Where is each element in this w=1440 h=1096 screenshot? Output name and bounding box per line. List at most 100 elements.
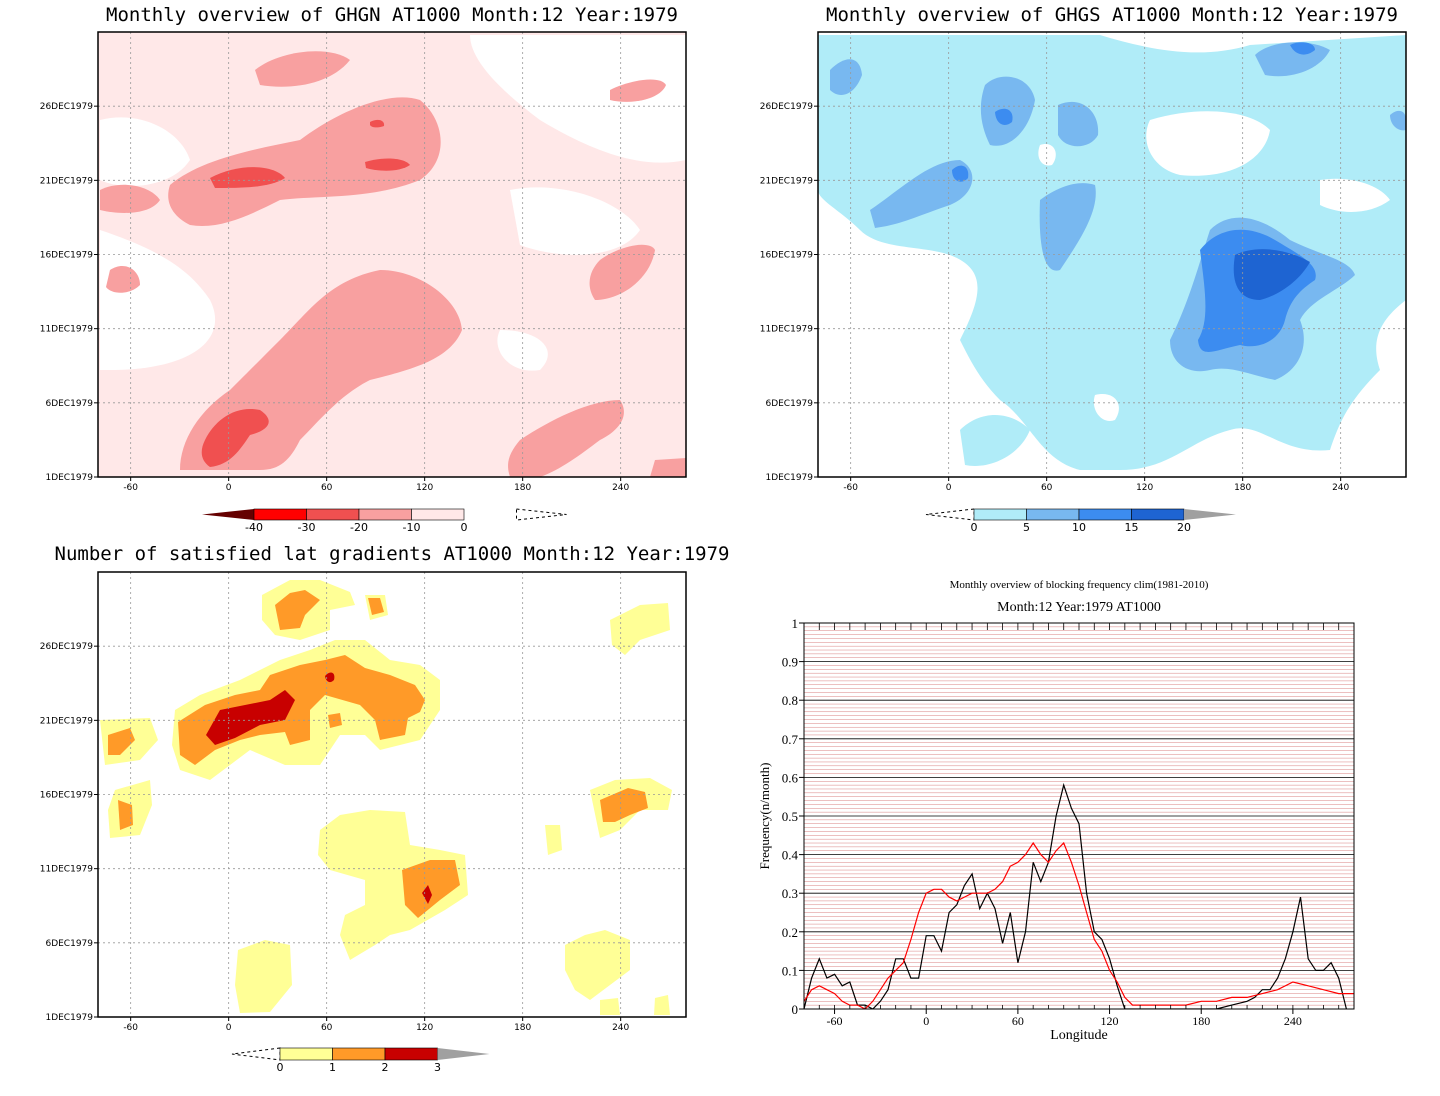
- gradients-grid: [98, 572, 686, 1017]
- ghgs-x-axis: -60 0 60 120 180 240: [843, 477, 1350, 493]
- ghgs-ytick-label: 1DEC1979: [765, 473, 813, 483]
- frequency-ytick-label: 0: [792, 1002, 799, 1017]
- frequency-ytick-label: 0.8: [782, 693, 798, 708]
- gradients-colorbar-label: 1: [329, 1061, 336, 1074]
- ghgn-xtick-label: 240: [612, 483, 629, 493]
- ghgs-colorbar-label: 15: [1125, 521, 1139, 534]
- gradients-ytick-label: 11DEC1979: [40, 865, 94, 875]
- ghgn-xtick-label: 180: [514, 483, 531, 493]
- ghgs-xtick-label: 60: [1041, 483, 1053, 493]
- frequency-ytick-label: 0.9: [782, 655, 798, 670]
- gradients-xtick-label: 240: [612, 1023, 629, 1033]
- ghgn-ytick-label: 21DEC1979: [40, 176, 94, 186]
- frequency-xtick-label: 120: [1101, 1014, 1119, 1028]
- ghgn-xtick-label: -60: [123, 483, 138, 493]
- frequency-subtitle: Month:12 Year:1979 AT1000: [997, 600, 1161, 615]
- ghgn-ytick-label: 1DEC1979: [45, 473, 93, 483]
- ghgn-y-axis: 1DEC1979 6DEC1979 11DEC1979 16DEC1979 21DEC1…: [40, 102, 98, 483]
- ghgn-colorbar-box: [411, 508, 465, 521]
- ghgn-colorbar-box: [306, 508, 360, 521]
- gradients-colorbar-box: [384, 1047, 438, 1061]
- ghgs-y-axis: 1DEC1979 6DEC1979 11DEC1979 16DEC1979 21DEC1…: [760, 102, 818, 483]
- frequency-xtick-label: -60: [827, 1014, 843, 1028]
- ghgn-colorbar-label: -40: [245, 521, 263, 534]
- ghgs-xtick-label: 240: [1332, 483, 1349, 493]
- frequency-xtick-label: 240: [1284, 1014, 1302, 1028]
- ghgn-ytick-label: 16DEC1979: [40, 251, 94, 261]
- gradients-colorbar: 0 1 2 3: [231, 1047, 490, 1074]
- ghgs-colorbar: 0 5 10 15 20: [925, 508, 1236, 534]
- frequency-series: [804, 782, 1354, 1009]
- ghgs-colorbar-box: [1078, 508, 1132, 521]
- ghgs-colorbar-label: 5: [1023, 521, 1030, 534]
- frequency-ytick-label: 0.6: [782, 770, 799, 785]
- gradients-colorbar-label: 3: [434, 1061, 441, 1074]
- gradients-colorbar-box: [279, 1047, 333, 1061]
- ghgn-panel: Monthly overview of GHGN AT1000 Month:12…: [40, 4, 687, 534]
- ghgs-colorbar-box: [1026, 508, 1080, 521]
- gradients-ytick-label: 1DEC1979: [45, 1013, 93, 1023]
- ghgn-xtick-label: 60: [321, 483, 333, 493]
- gradients-ytick-label: 26DEC1979: [40, 642, 94, 652]
- ghgs-ytick-label: 21DEC1979: [760, 176, 814, 186]
- frequency-x-axis: -60 0 60 120 180 240: [827, 1009, 1302, 1028]
- ghgs-colorbar-label: 10: [1072, 521, 1086, 534]
- gradients-ytick-label: 6DEC1979: [45, 939, 93, 949]
- ghgn-colorbar: -40 -30 -20 -10 0: [202, 508, 567, 534]
- frequency-series-red-line: [804, 841, 1354, 1009]
- ghgn-colorbar-label: -10: [403, 521, 421, 534]
- frequency-ytick-label: 0.5: [782, 809, 798, 824]
- frequency-ytick-label: 0.4: [782, 848, 799, 863]
- ghgs-ytick-label: 26DEC1979: [760, 102, 814, 112]
- ghgs-xtick-label: 180: [1234, 483, 1251, 493]
- ghgs-colorbar-box: [973, 508, 1027, 521]
- ghgn-colorbar-label: -20: [350, 521, 368, 534]
- gradients-ytick-label: 16DEC1979: [40, 791, 94, 801]
- gradients-colorbar-label: 2: [382, 1061, 389, 1074]
- ghgs-colorbar-right-arrow: [1184, 509, 1236, 520]
- ghgs-xtick-label: 0: [946, 483, 952, 493]
- gradients-xtick-label: -60: [123, 1023, 138, 1033]
- gradients-x-axis: -60 0 60 120 180 240: [123, 1017, 630, 1033]
- frequency-ytick-label: 0.3: [782, 886, 798, 901]
- gradients-colorbar-label: 0: [277, 1061, 284, 1074]
- ghgs-colorbar-left-arrow: [925, 508, 975, 521]
- ghgs-xtick-label: 120: [1136, 483, 1153, 493]
- ghgs-title: Monthly overview of GHGS AT1000 Month:12…: [826, 4, 1398, 26]
- ghgn-title: Monthly overview of GHGN AT1000 Month:12…: [106, 4, 678, 26]
- ghgs-colorbar-box: [1131, 508, 1185, 521]
- gradients-colorbar-right-arrow: [437, 1048, 490, 1060]
- ghgn-colorbar-box: [358, 508, 412, 521]
- gradients-xtick-label: 60: [321, 1023, 333, 1033]
- ghgs-ytick-label: 6DEC1979: [765, 399, 813, 409]
- ghgs-panel: Monthly overview of GHGS AT1000 Month:12…: [760, 4, 1407, 534]
- ghgn-xtick-label: 0: [226, 483, 232, 493]
- frequency-fine-gridlines: [804, 626, 1354, 1006]
- gradients-xtick-label: 0: [226, 1023, 232, 1033]
- frequency-title: Monthly overview of blocking frequency c…: [950, 579, 1209, 591]
- ghgn-ytick-label: 6DEC1979: [45, 399, 93, 409]
- ghgn-colorbar-label: 0: [461, 521, 468, 534]
- gradients-y-axis: 1DEC1979 6DEC1979 11DEC1979 16DEC1979 21DEC1…: [40, 642, 98, 1023]
- ghgn-colorbar-label: -30: [298, 521, 316, 534]
- gradients-ytick-label: 21DEC1979: [40, 716, 94, 726]
- gradients-panel: Number of satisfied lat gradients AT1000…: [40, 543, 730, 1074]
- frequency-xtick-label: 60: [1012, 1014, 1024, 1028]
- ghgn-field: [98, 32, 686, 477]
- gradients-colorbar-box: [332, 1047, 386, 1061]
- ghgn-colorbar-right-arrow: [516, 508, 567, 521]
- ghgs-colorbar-label: 0: [971, 521, 978, 534]
- frequency-ytick-label: 0.2: [782, 925, 798, 940]
- frequency-ytick-label: 0.7: [782, 732, 799, 747]
- gradients-colorbar-left-arrow: [231, 1047, 281, 1061]
- frequency-xtick-label: 0: [923, 1014, 929, 1028]
- frequency-xlabel: Longitude: [1050, 1028, 1108, 1043]
- ghgn-grid: [98, 32, 686, 477]
- ghgn-x-axis: -60 0 60 120 180 240: [123, 477, 630, 493]
- ghgs-colorbar-label: 20: [1177, 521, 1191, 534]
- frequency-ytick-label: 0.1: [782, 963, 798, 978]
- gradients-xtick-label: 180: [514, 1023, 531, 1033]
- gradients-field: [98, 572, 686, 1017]
- ghgn-colorbar-left-arrow: [202, 509, 254, 520]
